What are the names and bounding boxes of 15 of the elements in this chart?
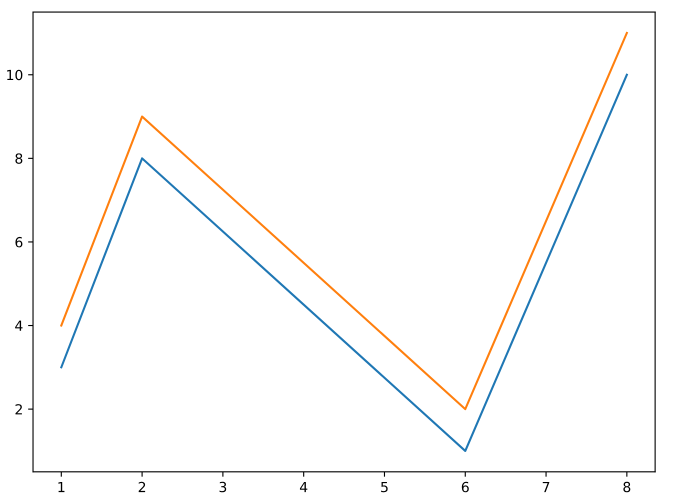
y-tick-label: 8 <box>15 153 22 164</box>
x-tick-label: 1 <box>58 482 64 492</box>
line-series <box>60 74 628 452</box>
x-tick-label: 3 <box>220 482 226 492</box>
y-tick-label: 4 <box>15 320 23 331</box>
x-tick-label: 4 <box>300 482 308 492</box>
y-tick-label: 10 <box>7 70 22 80</box>
line-series <box>60 32 628 410</box>
x-tick-label: 5 <box>381 482 388 492</box>
x-tick-label: 2 <box>138 482 146 492</box>
x-tick-label: 6 <box>462 482 469 492</box>
x-tick-label: 8 <box>623 482 630 492</box>
y-tick-label: 6 <box>15 236 22 248</box>
x-tick-label: 7 <box>542 482 550 492</box>
y-tick-label: 2 <box>15 404 22 414</box>
